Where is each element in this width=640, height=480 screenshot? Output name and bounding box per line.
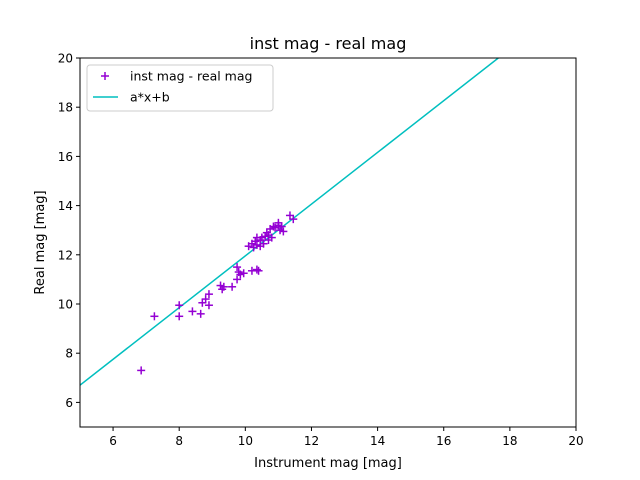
legend-label-scatter: inst mag - real mag	[130, 69, 252, 84]
legend-marker-scatter	[101, 72, 109, 80]
plot-area-frame	[79, 57, 577, 428]
x-tick-label: 20	[568, 434, 583, 448]
scatter-point	[254, 266, 263, 275]
x-tick-label: 10	[238, 434, 253, 448]
y-tick-label: 6	[65, 396, 73, 410]
y-tick-label: 12	[58, 248, 73, 262]
x-axis-label: Instrument mag [mag]	[254, 456, 402, 471]
scatter-point	[175, 301, 184, 310]
fit-line-layer	[80, 58, 499, 386]
y-tick-label: 10	[58, 298, 73, 312]
scatter-point	[277, 222, 286, 231]
x-tick-label: 12	[304, 434, 319, 448]
scatter-point	[196, 309, 205, 318]
legend-label-line: a*x+b	[130, 90, 170, 105]
scatter-point	[252, 265, 261, 274]
scatter-point	[269, 222, 278, 231]
y-tick-label: 14	[58, 199, 73, 213]
scatter-point	[219, 282, 228, 291]
legend: inst mag - real mag a*x+b	[86, 64, 274, 112]
scatter-points-layer	[137, 211, 298, 375]
x-tick-label: 16	[436, 434, 451, 448]
chart-title: inst mag - real mag	[250, 34, 407, 53]
scatter-point	[233, 263, 242, 272]
fit-line	[80, 58, 499, 386]
scatter-point	[233, 275, 242, 284]
scatter-point	[175, 312, 184, 321]
y-tick-label: 20	[58, 52, 73, 66]
scatter-point	[204, 290, 213, 299]
scatter-point	[239, 269, 248, 278]
x-tick-label: 8	[175, 434, 183, 448]
scatter-point	[204, 301, 213, 310]
scatter-point	[137, 366, 146, 375]
scatter-point	[267, 233, 276, 242]
scatter-point	[289, 215, 298, 224]
scatter-point	[279, 227, 288, 236]
x-tick-label: 18	[502, 434, 517, 448]
scatter-point	[201, 295, 210, 304]
y-axis-label: Real mag [mag]	[33, 190, 48, 294]
scatter-point	[150, 312, 159, 321]
y-tick-label: 16	[58, 150, 73, 164]
scatter-point	[259, 239, 268, 248]
ticks-layer: 6 8 10 12 14 16 18 20 6 8 10 12 14 16 18 20	[58, 52, 584, 449]
y-tick-label: 18	[58, 101, 73, 115]
scatter-point	[188, 307, 197, 316]
legend-box	[86, 64, 274, 112]
x-tick-label: 6	[109, 434, 117, 448]
plot-data-layer	[80, 58, 499, 386]
x-tick-label: 14	[370, 434, 385, 448]
scatter-point	[251, 237, 260, 246]
y-tick-label: 8	[65, 347, 73, 361]
scatter-point	[228, 282, 237, 291]
